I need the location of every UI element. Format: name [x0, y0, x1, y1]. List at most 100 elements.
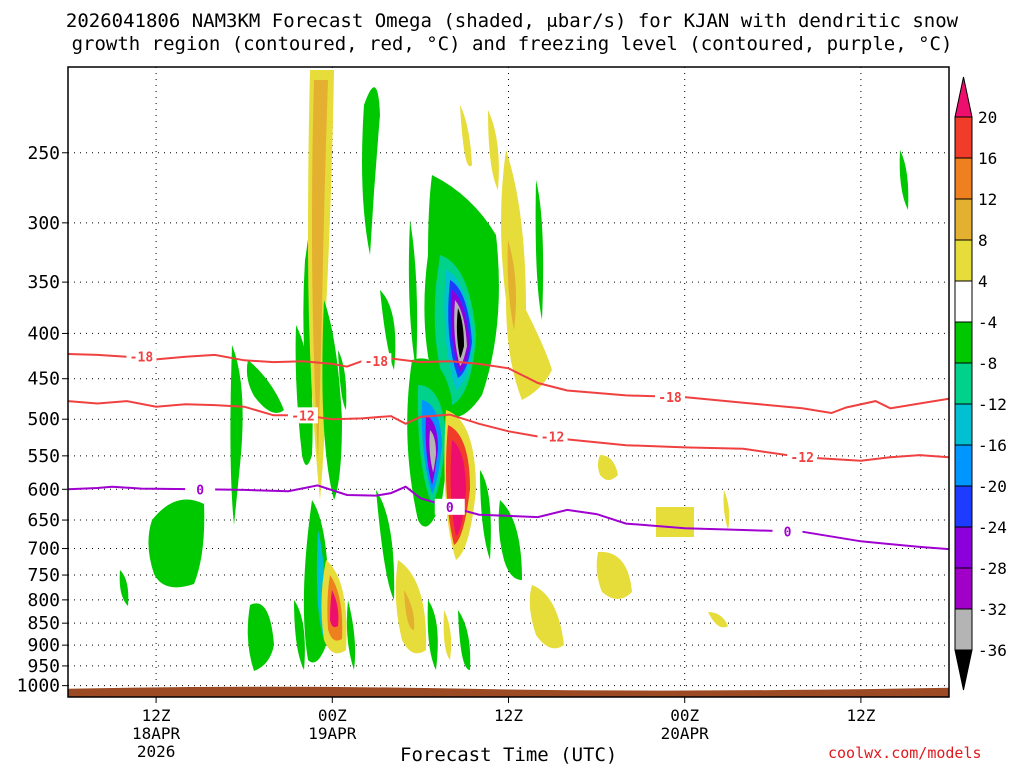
colorbar-box — [954, 239, 973, 282]
contour-label-bg — [361, 353, 392, 370]
x-tick-label: 12Z — [142, 706, 171, 725]
chart-title-line2: growth region (contoured, red, °C) and f… — [71, 33, 953, 55]
colorbar-label: 12 — [978, 190, 997, 209]
y-tick-label: 300 — [27, 213, 60, 234]
omega-region — [119, 570, 129, 606]
colorbar-box — [954, 157, 973, 200]
omega-region — [488, 110, 499, 190]
colorbar-box — [954, 567, 973, 610]
omega-region — [596, 551, 632, 599]
contour-label-bg — [185, 481, 216, 498]
contour-label: -12 — [291, 409, 314, 424]
y-tick-label: 600 — [27, 479, 60, 500]
colorbar-arrow-top — [954, 76, 973, 118]
y-tick-label: 900 — [27, 635, 60, 656]
terrain-below-surface — [68, 686, 949, 697]
contour-label: 0 — [784, 526, 792, 541]
contour-label-bg — [434, 498, 465, 515]
colorbar-box — [954, 608, 973, 651]
site-credit: coolwx.com/models — [828, 744, 982, 762]
y-tick-label: 750 — [27, 565, 60, 586]
colorbar-label: -36 — [978, 641, 1007, 660]
omega-region — [899, 150, 909, 210]
colorbar-label: -8 — [978, 354, 997, 373]
omega-region — [404, 590, 415, 630]
y-tick-label: 850 — [27, 613, 60, 634]
contour-label-bg — [787, 449, 818, 466]
y-tick-label: 950 — [27, 656, 60, 677]
colorbar-box — [954, 403, 973, 446]
y-tick-label: 500 — [27, 409, 60, 430]
y-tick-label: 350 — [27, 272, 60, 293]
colorbar-box — [954, 280, 973, 323]
contour-label: 0 — [196, 483, 204, 498]
colorbar-box — [954, 362, 973, 405]
omega-region — [408, 220, 418, 370]
omega-region — [294, 600, 305, 670]
omega-region — [376, 490, 395, 600]
colorbar-box — [954, 116, 973, 159]
omega-shading — [119, 70, 909, 671]
colorbar-label: 16 — [978, 149, 997, 168]
contour-label: 0 — [446, 501, 454, 516]
omega-region — [330, 590, 339, 628]
contour-label-bg — [772, 523, 803, 540]
omega-region — [443, 610, 452, 660]
x-tick-label: 00Z — [670, 706, 699, 725]
y-tick-label: 650 — [27, 510, 60, 531]
contour-label: -12 — [541, 430, 564, 445]
x-tick-label: 12Z — [494, 706, 523, 725]
omega-region — [346, 600, 356, 670]
x-tick-label: 12Z — [846, 706, 875, 725]
x-tick-label: 18APR — [132, 724, 181, 743]
omega-region — [295, 325, 313, 465]
contour-label-bg — [655, 389, 686, 406]
contour-label: -18 — [365, 355, 389, 370]
colorbar-label: -28 — [978, 559, 1007, 578]
omega-region — [246, 360, 284, 413]
colorbar-box — [954, 198, 973, 241]
omega-region — [501, 150, 552, 400]
y-tick-label: 400 — [27, 323, 60, 344]
omega-region — [456, 308, 464, 358]
contour-label: -18 — [658, 391, 682, 406]
contour-line--12 — [68, 400, 949, 462]
omega-region — [460, 105, 472, 167]
colorbar-box — [954, 526, 973, 569]
colorbar-label: -32 — [978, 600, 1007, 619]
omega-region — [708, 612, 728, 628]
colorbar-label: -20 — [978, 477, 1007, 496]
omega-region — [598, 455, 618, 480]
colorbar-box — [954, 444, 973, 487]
colorbar-label: -16 — [978, 436, 1007, 455]
omega-region — [322, 300, 342, 500]
omega-colorbar: 20 16 12 8 4 -4 -8 -12 -16 -20 -24 -28 -32 -36 — [954, 76, 1007, 691]
x-tick-label: 2026 — [137, 742, 176, 761]
x-axis-title: Forecast Time (UTC) — [400, 744, 618, 766]
y-tick-label: 550 — [27, 446, 60, 467]
omega-region — [507, 240, 516, 330]
pressure-axis: 2503003504004505005506006507007508008509… — [17, 143, 68, 697]
colorbar-arrow-bottom — [954, 649, 973, 691]
x-tick-label: 19APR — [308, 724, 357, 743]
omega-region — [362, 87, 380, 255]
colorbar-label: -4 — [978, 313, 997, 332]
omega-region — [429, 430, 436, 472]
omega-region — [230, 345, 243, 525]
colorbar-box — [954, 485, 973, 528]
y-tick-label: 250 — [27, 143, 60, 164]
contour-label-bg — [537, 428, 568, 445]
x-tick-label: 00Z — [318, 706, 347, 725]
contour-label: -12 — [790, 451, 813, 466]
x-tick-label: 20APR — [661, 724, 710, 743]
omega-region — [247, 603, 274, 671]
contour-label-bg — [287, 407, 318, 424]
y-tick-label: 450 — [27, 369, 60, 390]
omega-region — [529, 585, 564, 649]
omega-region — [656, 507, 694, 537]
contour-label-bg — [126, 348, 157, 365]
omega-region — [427, 600, 438, 670]
colorbar-label: -24 — [978, 518, 1007, 537]
terrain-fill — [68, 686, 949, 697]
